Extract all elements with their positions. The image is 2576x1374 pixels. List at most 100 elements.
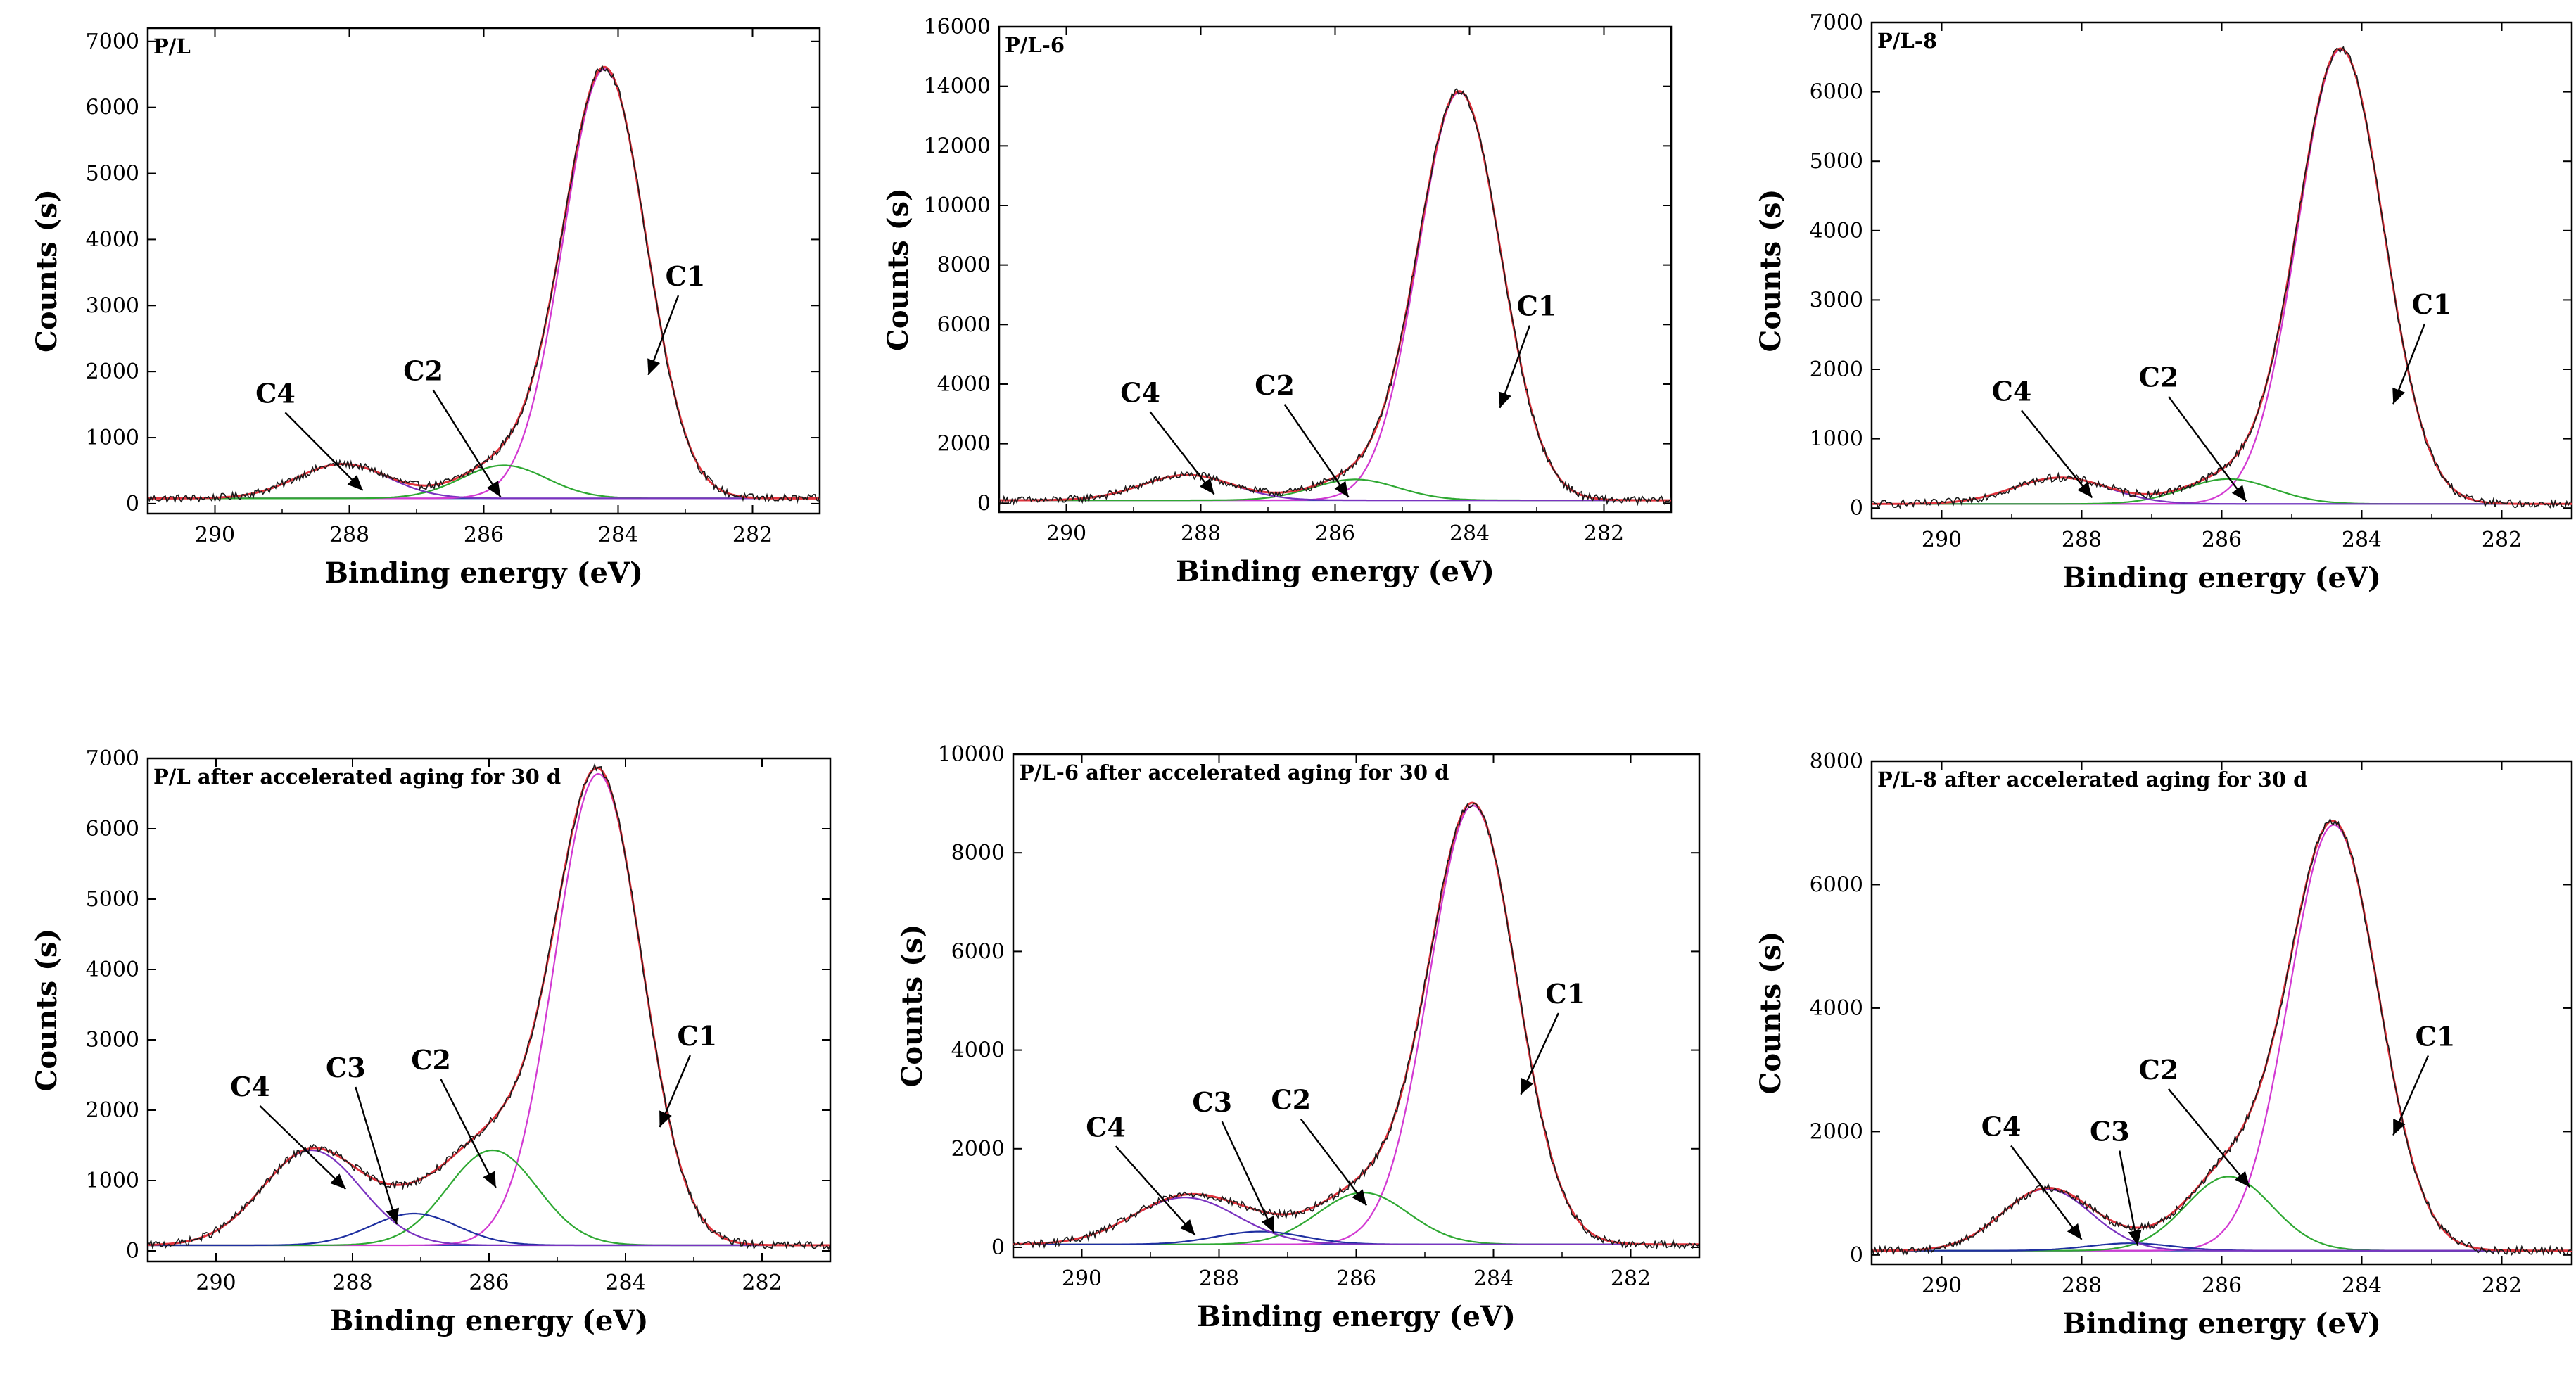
y-tick-label: 8000 <box>951 841 1005 865</box>
y-tick-label: 0 <box>1850 1243 1863 1268</box>
y-tick-label: 6000 <box>1810 872 1863 897</box>
peak-label-c2: C2 <box>1255 369 1295 401</box>
raw-spectrum-curve <box>999 87 1671 507</box>
peak-label-c2: C2 <box>411 1044 451 1076</box>
fitted-envelope-curve <box>1013 801 1699 1246</box>
y-tick-label: 12000 <box>924 134 991 158</box>
curves <box>1872 45 2572 509</box>
peak-arrow-c4 <box>2010 1145 2083 1240</box>
panel-6: 290 288 286 284 282 0 2000 4000 6000 8000 Binding … <box>1754 749 2573 1340</box>
x-axis-title: Binding energy (eV) <box>330 1304 649 1337</box>
peak-label-c1: C1 <box>2412 288 2452 320</box>
y-tick-label: 10000 <box>924 193 991 218</box>
raw-spectrum-curve <box>1013 802 1699 1250</box>
y-axis-title: Counts (s) <box>30 929 63 1092</box>
y-tick-label: 0 <box>126 492 139 516</box>
fitted-envelope-curve <box>1872 820 2572 1252</box>
panel-title: P/L-6 <box>1005 33 1065 57</box>
plot-frame <box>1870 760 2573 1266</box>
y-tick-label: 4000 <box>951 1038 1005 1063</box>
y-tick-label: 0 <box>977 491 991 516</box>
x-tick-label: 286 <box>2202 1273 2242 1298</box>
peak-arrow-c3 <box>1221 1121 1275 1233</box>
y-tick-label: 2000 <box>951 1137 1005 1162</box>
x-tick-label: 290 <box>1046 521 1086 546</box>
peak-arrow-c1 <box>2392 323 2426 405</box>
peak-arrow-c1 <box>1520 1012 1559 1095</box>
x-tick-label: 286 <box>1315 521 1355 546</box>
x-tick-label: 284 <box>605 1271 645 1295</box>
peak-label-c4: C4 <box>1981 1111 2022 1143</box>
x-tick-label: 284 <box>1473 1266 1514 1291</box>
plot-frame <box>998 25 1673 514</box>
x-tick-label: 286 <box>1336 1266 1376 1291</box>
y-tick-label: 2000 <box>1810 357 1863 382</box>
y-tick-label: 5000 <box>1810 149 1863 174</box>
peak-arrow-c1 <box>2392 1055 2430 1136</box>
peak-arrow-c2 <box>2168 1088 2251 1188</box>
y-tick-label: 4000 <box>937 372 991 397</box>
component-c3-curve <box>1013 1230 1699 1245</box>
peak-arrow-c4 <box>1115 1145 1196 1236</box>
fitted-envelope-curve <box>148 65 820 500</box>
x-axis-title: Binding energy (eV) <box>1197 1300 1516 1333</box>
x-axis-title: Binding energy (eV) <box>2062 561 2381 594</box>
peak-arrow-c3 <box>355 1086 400 1225</box>
peak-arrow-c3 <box>2119 1150 2142 1246</box>
peak-arrow-c4 <box>1149 411 1215 495</box>
y-axis-title: Counts (s) <box>882 188 915 351</box>
y-tick-label: 6000 <box>86 817 139 841</box>
peak-arrow-c1 <box>659 1055 691 1128</box>
plot-frame <box>1012 753 1701 1259</box>
y-tick-label: 2000 <box>937 432 991 457</box>
peak-label-c1: C1 <box>666 260 706 292</box>
y-tick-label: 6000 <box>951 939 1005 964</box>
peak-arrow-c4 <box>284 412 364 491</box>
curves <box>148 763 830 1251</box>
panel-title: P/L-8 <box>1877 29 1937 53</box>
peak-label-c4: C4 <box>1992 375 2032 407</box>
y-tick-label: 4000 <box>1810 996 1863 1021</box>
peak-arrow-c2 <box>1283 404 1350 498</box>
y-tick-label: 2000 <box>1810 1119 1863 1144</box>
fitted-envelope-curve <box>1872 47 2572 505</box>
y-tick-label: 8000 <box>937 253 991 278</box>
y-tick-label: 0 <box>1850 496 1863 521</box>
x-tick-label: 286 <box>464 523 504 547</box>
component-c1-curve <box>148 68 820 500</box>
peak-label-c2: C2 <box>2139 1054 2179 1086</box>
x-tick-label: 288 <box>332 1271 372 1295</box>
component-c4-curve <box>1872 1188 2572 1252</box>
y-tick-label: 1000 <box>86 426 139 450</box>
x-tick-label: 282 <box>742 1271 782 1295</box>
y-tick-label: 0 <box>126 1239 139 1264</box>
y-axis-title: Counts (s) <box>1754 931 1787 1095</box>
x-tick-label: 282 <box>1611 1266 1651 1291</box>
raw-spectrum-curve <box>148 64 820 504</box>
plot-frame <box>146 757 832 1263</box>
peak-label-c1: C1 <box>678 1020 718 1052</box>
panel-5: 290 288 286 284 282 0 2000 4000 6000 8000 10000 Bin… <box>896 742 1701 1333</box>
peak-label-c3: C3 <box>2090 1116 2130 1147</box>
x-tick-label: 282 <box>2482 528 2522 552</box>
y-tick-label: 1000 <box>1810 427 1863 452</box>
x-tick-label: 290 <box>196 1271 236 1295</box>
y-tick-label: 3000 <box>1810 288 1863 312</box>
y-tick-label: 2000 <box>86 360 139 384</box>
peak-label-c4: C4 <box>1120 376 1160 408</box>
x-tick-label: 282 <box>2482 1273 2522 1298</box>
y-tick-label: 4000 <box>1810 219 1863 243</box>
x-axis-title: Binding energy (eV) <box>324 556 643 590</box>
y-axis-title: Counts (s) <box>30 189 63 352</box>
x-tick-label: 288 <box>1199 1266 1239 1291</box>
x-tick-label: 284 <box>598 523 638 547</box>
y-tick-label: 7000 <box>1810 11 1863 35</box>
peak-label-c3: C3 <box>1192 1086 1232 1118</box>
x-tick-label: 290 <box>1922 528 1962 552</box>
panel-3: 290 288 286 284 282 0 1000 2000 3000 4000 5000 6000… <box>1754 11 2573 594</box>
x-axis-title: Binding energy (eV) <box>2062 1307 2381 1340</box>
x-tick-label: 290 <box>1062 1266 1102 1291</box>
curves <box>1013 801 1699 1250</box>
raw-spectrum-curve <box>1872 45 2572 509</box>
y-tick-label: 2000 <box>86 1098 139 1123</box>
